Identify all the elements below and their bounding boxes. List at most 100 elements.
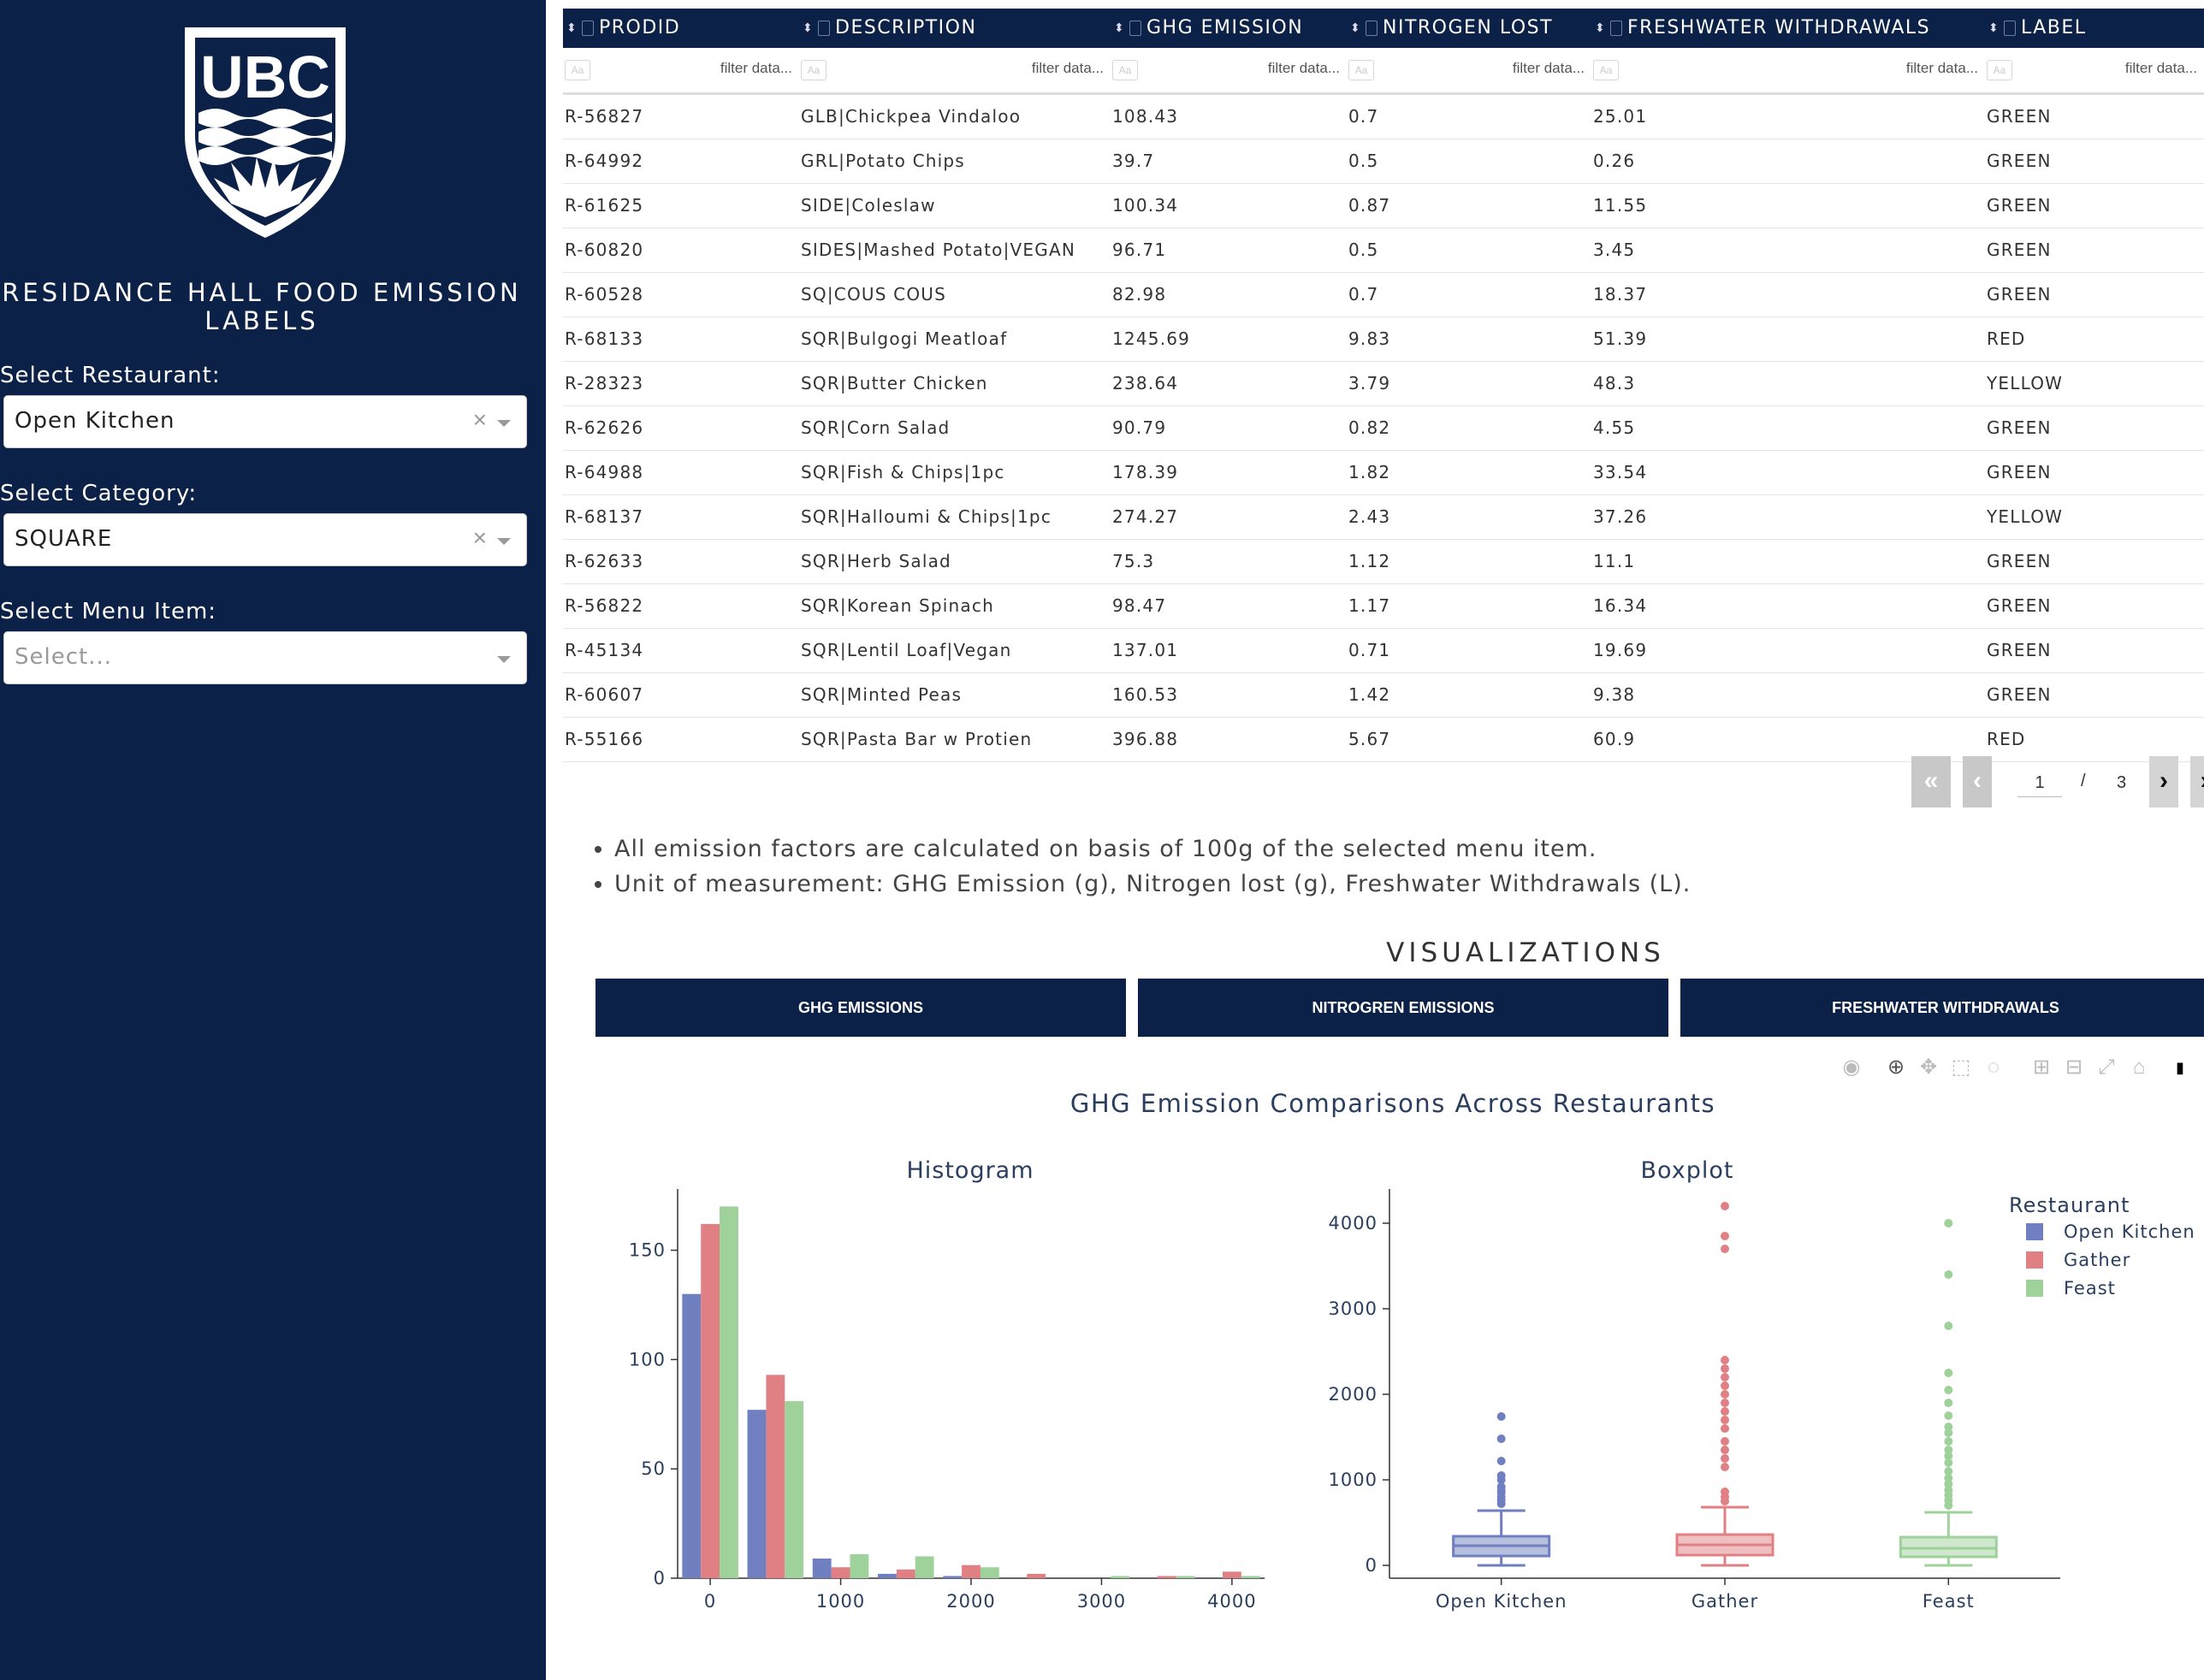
- table-cell[interactable]: 39.7: [1112, 151, 1155, 171]
- column-filter-input[interactable]: Aa filter data...: [1985, 58, 2204, 82]
- table-cell[interactable]: 0.87: [1348, 195, 1391, 216]
- column-header[interactable]: ⬍ PRODID: [563, 9, 799, 48]
- table-cell[interactable]: R-56827: [565, 106, 644, 127]
- delete-column-icon[interactable]: [1129, 21, 1141, 36]
- table-cell[interactable]: 11.1: [1593, 551, 1636, 571]
- column-header[interactable]: ⬍ GHG EMISSION: [1111, 9, 1347, 48]
- delete-column-icon[interactable]: [582, 21, 594, 36]
- table-row[interactable]: R-61625 SIDE|Coleslaw 100.34 0.87 11.55 GREEN: [563, 184, 2204, 228]
- table-cell[interactable]: 18.37: [1593, 284, 1648, 305]
- next-page-button[interactable]: ›: [2149, 756, 2178, 807]
- column-header[interactable]: ⬍ LABEL: [1985, 9, 2204, 48]
- table-cell[interactable]: 0.7: [1348, 106, 1379, 127]
- table-cell[interactable]: 16.34: [1593, 595, 1648, 616]
- case-sensitive-icon[interactable]: Aa: [1348, 60, 1374, 80]
- table-cell[interactable]: SQR|Bulgogi Meatloaf: [801, 328, 1008, 349]
- pan-icon[interactable]: ✥: [1919, 1056, 1938, 1079]
- table-cell[interactable]: 51.39: [1593, 328, 1648, 349]
- table-cell[interactable]: 11.55: [1593, 195, 1648, 216]
- table-row[interactable]: R-68133 SQR|Bulgogi Meatloaf 1245.69 9.83 51…: [563, 317, 2204, 362]
- table-cell[interactable]: R-62633: [565, 551, 644, 571]
- delete-column-icon[interactable]: [1366, 21, 1378, 36]
- table-cell[interactable]: SIDES|Mashed Potato|VEGAN: [801, 240, 1075, 260]
- table-cell[interactable]: 1.82: [1348, 462, 1391, 482]
- table-row[interactable]: R-45134 SQR|Lentil Loaf|Vegan 137.01 0.71 19…: [563, 629, 2204, 673]
- table-row[interactable]: R-28323 SQR|Butter Chicken 238.64 3.79 48.3 Y…: [563, 362, 2204, 406]
- table-cell[interactable]: R-55166: [565, 729, 644, 749]
- table-cell[interactable]: 274.27: [1112, 506, 1179, 527]
- table-cell[interactable]: 0.26: [1593, 151, 1636, 171]
- table-cell[interactable]: 108.43: [1112, 106, 1179, 127]
- table-cell[interactable]: 137.01: [1112, 640, 1179, 660]
- table-cell[interactable]: RED: [1987, 729, 2026, 749]
- case-sensitive-icon[interactable]: Aa: [801, 60, 826, 80]
- table-cell[interactable]: 1.17: [1348, 595, 1391, 616]
- table-cell[interactable]: GREEN: [1987, 684, 2052, 705]
- table-cell[interactable]: 100.34: [1112, 195, 1179, 216]
- table-cell[interactable]: GLB|Chickpea Vindaloo: [801, 106, 1022, 127]
- case-sensitive-icon[interactable]: Aa: [1987, 60, 2012, 80]
- case-sensitive-icon[interactable]: Aa: [1593, 60, 1619, 80]
- delete-column-icon[interactable]: [818, 21, 830, 36]
- table-cell[interactable]: RED: [1987, 328, 2026, 349]
- table-cell[interactable]: 25.01: [1593, 106, 1648, 127]
- table-cell[interactable]: SQR|Halloumi & Chips|1pc: [801, 506, 1052, 527]
- table-cell[interactable]: 90.79: [1112, 417, 1167, 438]
- table-cell[interactable]: SQR|Minted Peas: [801, 684, 963, 705]
- sort-icon[interactable]: ⬍: [1114, 21, 1126, 35]
- table-cell[interactable]: 33.54: [1593, 462, 1648, 482]
- table-cell[interactable]: SQ|COUS COUS: [801, 284, 947, 305]
- table-row[interactable]: R-68137 SQR|Halloumi & Chips|1pc 274.27 2.4…: [563, 495, 2204, 540]
- table-cell[interactable]: SQR|Butter Chicken: [801, 373, 988, 393]
- clear-icon[interactable]: ×: [472, 406, 487, 433]
- plotly-logo-icon[interactable]: ▮: [2176, 1059, 2184, 1076]
- table-cell[interactable]: SQR|Pasta Bar w Protien: [801, 729, 1033, 749]
- table-cell[interactable]: R-64992: [565, 151, 644, 171]
- zoom-icon[interactable]: ⊕: [1887, 1056, 1905, 1079]
- table-cell[interactable]: 3.45: [1593, 240, 1636, 260]
- table-cell[interactable]: SQR|Fish & Chips|1pc: [801, 462, 1005, 482]
- table-cell[interactable]: 1245.69: [1112, 328, 1191, 349]
- tab-ghg-emissions[interactable]: GHG EMISSIONS: [595, 979, 1126, 1037]
- table-cell[interactable]: 160.53: [1112, 684, 1179, 705]
- case-sensitive-icon[interactable]: Aa: [565, 60, 590, 80]
- table-cell[interactable]: 178.39: [1112, 462, 1179, 482]
- sort-icon[interactable]: ⬍: [803, 21, 815, 35]
- table-cell[interactable]: R-45134: [565, 640, 644, 660]
- table-row[interactable]: R-60820 SIDES|Mashed Potato|VEGAN 96.71 0.5…: [563, 228, 2204, 273]
- table-cell[interactable]: 37.26: [1593, 506, 1648, 527]
- home-icon[interactable]: ⌂: [2132, 1056, 2146, 1079]
- table-cell[interactable]: R-56822: [565, 595, 644, 616]
- chevron-down-icon[interactable]: [497, 656, 511, 663]
- column-filter-input[interactable]: Aa filter data...: [1591, 58, 1985, 82]
- table-cell[interactable]: SQR|Corn Salad: [801, 417, 951, 438]
- table-cell[interactable]: 4.55: [1593, 417, 1636, 438]
- table-cell[interactable]: GREEN: [1987, 240, 2052, 260]
- category-select[interactable]: SQUARE ×: [3, 513, 527, 566]
- zoom-out-icon[interactable]: ⊟: [2065, 1056, 2083, 1079]
- column-filter-input[interactable]: Aa filter data...: [563, 58, 799, 82]
- camera-icon[interactable]: ◉: [1842, 1056, 1861, 1079]
- table-cell[interactable]: 19.69: [1593, 640, 1648, 660]
- table-cell[interactable]: 82.98: [1112, 284, 1167, 305]
- column-header[interactable]: ⬍ FRESHWATER WITHDRAWALS: [1591, 9, 1985, 48]
- column-filter-input[interactable]: Aa filter data...: [1347, 58, 1591, 82]
- sort-icon[interactable]: ⬍: [566, 21, 578, 35]
- table-cell[interactable]: 75.3: [1112, 551, 1155, 571]
- table-cell[interactable]: GREEN: [1987, 551, 2052, 571]
- clear-icon[interactable]: ×: [472, 524, 487, 551]
- table-cell[interactable]: 0.71: [1348, 640, 1391, 660]
- previous-page-button[interactable]: ‹: [1963, 756, 1992, 807]
- tab-freshwater-withdrawals[interactable]: FRESHWATER WITHDRAWALS: [1680, 979, 2204, 1037]
- table-cell[interactable]: 2.43: [1348, 506, 1391, 527]
- table-cell[interactable]: GREEN: [1987, 640, 2052, 660]
- column-header[interactable]: ⬍ NITROGEN LOST: [1347, 9, 1591, 48]
- table-cell[interactable]: GREEN: [1987, 417, 2052, 438]
- table-cell[interactable]: R-68137: [565, 506, 644, 527]
- table-cell[interactable]: SQR|Lentil Loaf|Vegan: [801, 640, 1012, 660]
- sort-icon[interactable]: ⬍: [1988, 21, 2000, 35]
- table-cell[interactable]: 96.71: [1112, 240, 1167, 260]
- table-cell[interactable]: SIDE|Coleslaw: [801, 195, 936, 216]
- table-cell[interactable]: R-64988: [565, 462, 644, 482]
- menu-item-select[interactable]: Select...: [3, 631, 527, 684]
